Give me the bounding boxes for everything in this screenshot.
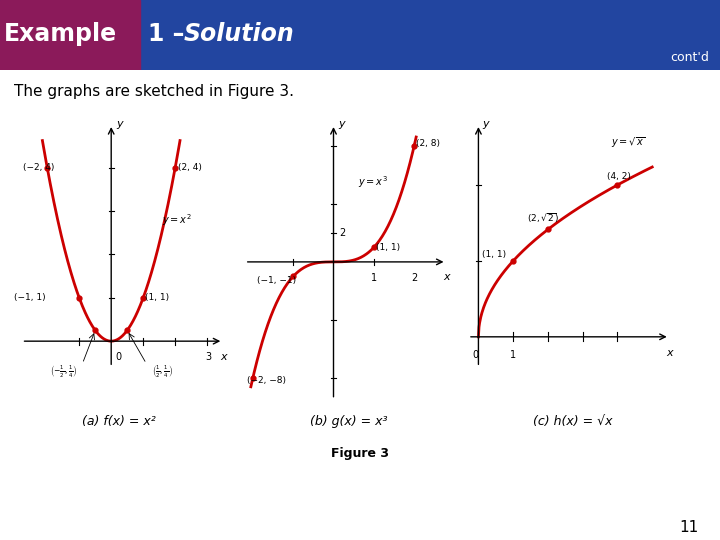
Text: (1, 1): (1, 1) [482, 251, 506, 259]
Text: y: y [482, 119, 489, 129]
Text: (4, 2): (4, 2) [607, 172, 631, 181]
Text: 11: 11 [679, 519, 698, 535]
Text: 1: 1 [371, 273, 377, 284]
Text: x: x [443, 272, 450, 282]
Bar [0, 0, 140, 70]
Text: The graphs are sketched in Figure 3.: The graphs are sketched in Figure 3. [14, 84, 294, 99]
Text: 0: 0 [472, 350, 478, 361]
Text: $(2,\sqrt{2})$: $(2,\sqrt{2})$ [527, 211, 559, 225]
Text: (−1, 1): (−1, 1) [14, 293, 45, 302]
Text: $y = x^3$: $y = x^3$ [358, 174, 387, 190]
Text: cont'd: cont'd [670, 51, 709, 64]
Text: $y = \sqrt{x}$: $y = \sqrt{x}$ [611, 136, 645, 151]
Text: (−1, −1): (−1, −1) [257, 276, 296, 286]
Text: (c) h(x) = √x: (c) h(x) = √x [533, 415, 612, 428]
Text: (2, 4): (2, 4) [179, 163, 202, 172]
Text: 1 –: 1 – [148, 22, 192, 46]
Text: (1, 1): (1, 1) [376, 243, 400, 252]
Text: Figure 3: Figure 3 [331, 447, 389, 460]
Text: (−2, 4): (−2, 4) [23, 163, 55, 172]
Text: Solution: Solution [184, 22, 294, 46]
Text: x: x [666, 348, 673, 358]
Text: 2: 2 [340, 228, 346, 238]
Text: 2: 2 [411, 273, 418, 284]
Text: (b) g(x) = x³: (b) g(x) = x³ [310, 415, 388, 428]
Text: $\left(-\frac{1}{2},\frac{1}{4}\right)$: $\left(-\frac{1}{2},\frac{1}{4}\right)$ [50, 364, 77, 380]
Text: (1, 1): (1, 1) [145, 293, 169, 302]
Text: x: x [220, 352, 227, 362]
Text: $y = x^2$: $y = x^2$ [163, 212, 192, 227]
Text: (2, 8): (2, 8) [416, 139, 440, 147]
Text: 0: 0 [115, 352, 121, 362]
Text: Example: Example [4, 22, 117, 46]
Text: 3: 3 [206, 352, 212, 362]
Text: (a) f(x) = x²: (a) f(x) = x² [82, 415, 156, 428]
Text: y: y [338, 119, 345, 129]
Text: y: y [116, 119, 122, 129]
Text: $\left(\frac{1}{2},\frac{1}{4}\right)$: $\left(\frac{1}{2},\frac{1}{4}\right)$ [152, 364, 173, 380]
Text: (−2, −8): (−2, −8) [247, 376, 286, 385]
Text: 1: 1 [510, 350, 516, 361]
